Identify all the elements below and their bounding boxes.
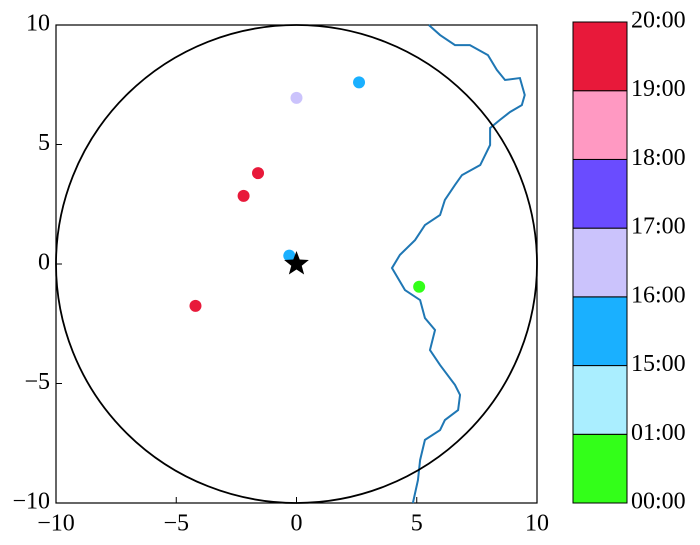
y-tick-label: −10 [12, 489, 50, 515]
colorbar-bin [572, 21, 628, 92]
colorbar-label: 15:00 [631, 351, 686, 377]
y-tick-label: 5 [38, 130, 50, 156]
coastline [390, 24, 526, 504]
colorbar-bin [572, 365, 628, 435]
data-point [189, 299, 202, 312]
x-tick-label: 0 [291, 511, 303, 537]
colorbar-label: 00:00 [631, 489, 686, 515]
x-tick-label: 5 [411, 511, 423, 537]
colorbar-bin [572, 296, 628, 367]
data-point [413, 280, 426, 293]
colorbar-label: 01:00 [631, 420, 686, 446]
center-star [284, 251, 309, 275]
colorbar-bin [572, 227, 628, 298]
data-point [290, 91, 303, 104]
colorbar-bin [572, 433, 628, 504]
x-tick-label: 10 [525, 511, 549, 537]
data-point [283, 249, 296, 262]
data-point [353, 76, 366, 89]
colorbar-bin [572, 158, 628, 229]
x-tick-label: −5 [163, 511, 189, 537]
x-tick-label: −10 [37, 511, 75, 537]
y-tick-label: −5 [24, 369, 50, 395]
colorbar-label: 18:00 [631, 145, 686, 171]
data-point [237, 189, 250, 202]
colorbar-label: 20:00 [631, 8, 686, 34]
y-tick-label: 10 [26, 11, 50, 37]
colorbar-bin [572, 90, 628, 160]
colorbar-label: 17:00 [631, 214, 686, 240]
data-point [252, 167, 265, 180]
y-tick-label: 0 [38, 250, 50, 276]
colorbar-label: 19:00 [631, 76, 686, 102]
colorbar-label: 16:00 [631, 282, 686, 308]
